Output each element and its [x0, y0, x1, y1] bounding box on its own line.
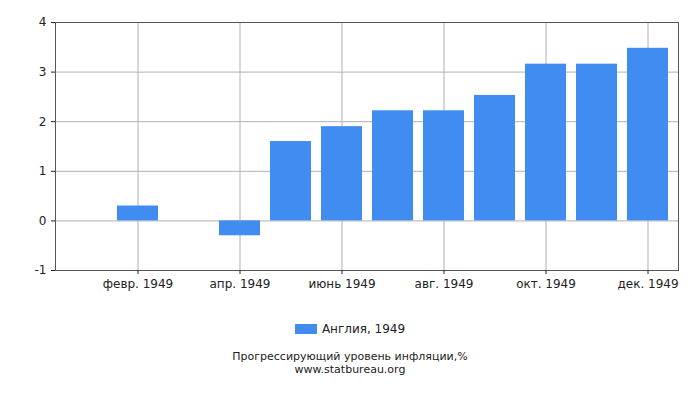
svg-text:окт. 1949: окт. 1949 — [516, 277, 576, 291]
svg-text:апр. 1949: апр. 1949 — [210, 277, 271, 291]
svg-text:февр. 1949: февр. 1949 — [103, 277, 174, 291]
html-text:www.statbureau.org: www.statbureau.org — [294, 363, 406, 376]
svg-text:июнь 1949: июнь 1949 — [308, 277, 375, 291]
svg-text:-1: -1 — [35, 263, 47, 277]
svg-text:0: 0 — [39, 214, 47, 228]
svg-text:3: 3 — [39, 65, 47, 79]
svg-text:дек. 1949: дек. 1949 — [617, 277, 678, 291]
html-text:Англия, 1949: Англия, 1949 — [321, 322, 406, 336]
svg-text:2: 2 — [39, 115, 47, 129]
svg-text:4: 4 — [39, 15, 47, 29]
svg-text:авг. 1949: авг. 1949 — [415, 277, 474, 291]
html-text:Прогрессирующий уровень инфляц: Прогрессирующий уровень инфляции,% — [232, 350, 468, 363]
svg-text:1: 1 — [39, 164, 47, 178]
